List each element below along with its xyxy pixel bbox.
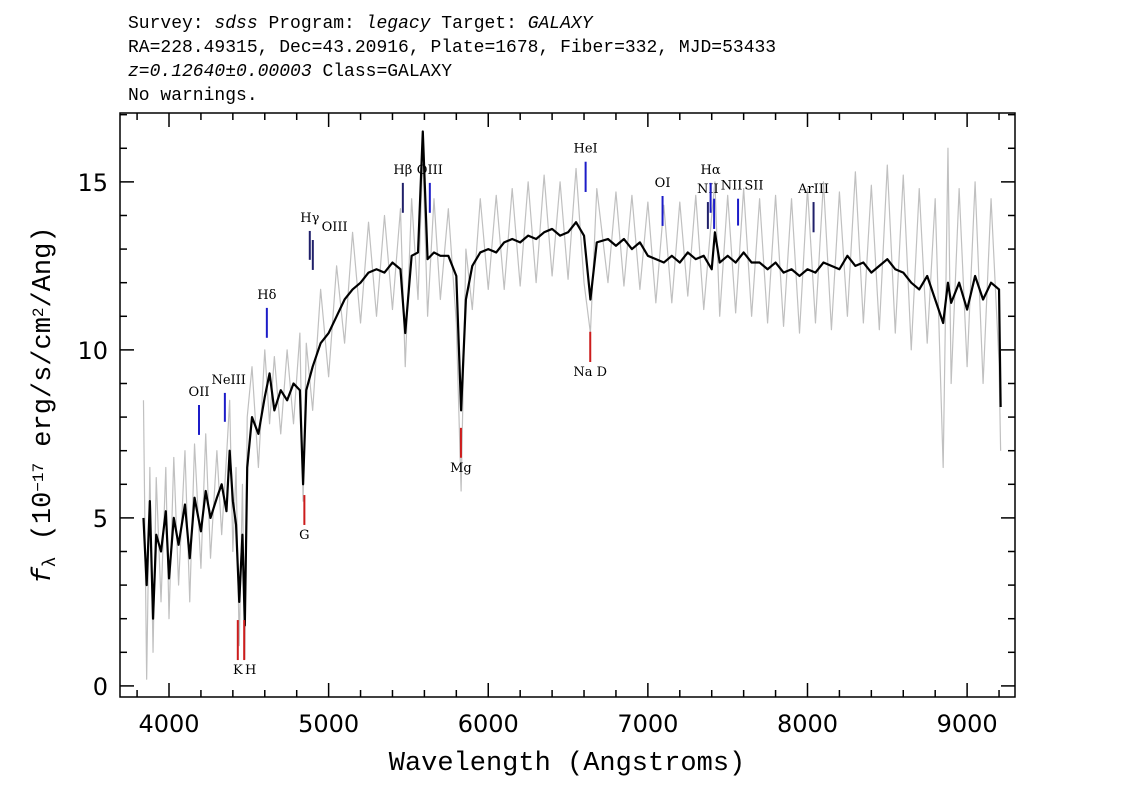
spectral-line-label: G [299, 528, 309, 543]
header-text: Program: [258, 14, 366, 34]
spectral-line-label: K [233, 663, 243, 678]
spectral-line-label: H [245, 663, 256, 678]
plot-frame [119, 112, 1016, 698]
spectral-line-label: Mg [450, 461, 472, 476]
y-axis-label: fλ (10−17 erg/s/cm2/Ang) [29, 226, 61, 583]
header-text: Survey: [128, 14, 214, 34]
x-tick-label: 7000 [617, 710, 678, 738]
spectral-line-label: NeIII [211, 373, 245, 388]
header-text: No warnings. [128, 86, 258, 106]
y-label-part: erg/s/cm [29, 317, 59, 463]
header-text: sdss [214, 14, 257, 34]
spectral-line-label: SII [744, 179, 763, 194]
x-axis-label: Wavelength (Angstroms) [389, 749, 745, 779]
spectral-line-label: NII [721, 179, 743, 194]
header-text: Target: [430, 14, 527, 34]
spectral-line-label: NII [697, 182, 719, 197]
x-tick-label: 4000 [138, 710, 199, 738]
spectral-line-label: OII [189, 385, 210, 400]
header-text: legacy [366, 14, 432, 34]
header-line: Survey: sdss Program: legacy Target: GAL… [128, 14, 594, 34]
y-tick-label: 15 [77, 169, 108, 197]
y-label-part: λ [41, 557, 61, 568]
spectral-line-label: Hβ [393, 163, 412, 178]
y-label-part: (10 [29, 492, 59, 557]
y-label-part: −17 [30, 463, 48, 492]
spectral-line-label: OIII [322, 220, 348, 235]
y-label-part: 2 [30, 307, 48, 317]
spectral-line-label: Hγ [300, 211, 319, 226]
x-tick-label: 5000 [298, 710, 359, 738]
spectral-line-label: ArIII [797, 182, 829, 197]
y-label-part: f [29, 567, 59, 584]
header-text: RA=228.49315, Dec=43.20916, Plate=1678, … [128, 38, 776, 58]
x-tick-label: 6000 [458, 710, 519, 738]
spectral-line-label: Na D [573, 365, 607, 380]
header-text: z=0.12640±0.00003 [128, 62, 312, 82]
x-tick-label: 8000 [777, 710, 838, 738]
y-tick-label: 5 [93, 505, 108, 533]
header-line: RA=228.49315, Dec=43.20916, Plate=1678, … [128, 38, 776, 58]
header-line: No warnings. [128, 86, 258, 106]
spectral-line-label: Hδ [257, 288, 276, 303]
header-text: Class=GALAXY [312, 62, 453, 82]
header-text: GALAXY [528, 14, 594, 34]
spectral-line-label: OIII [417, 163, 443, 178]
header-line: z=0.12640±0.00003 Class=GALAXY [128, 62, 452, 82]
y-label-part: /Ang) [29, 226, 59, 307]
header: Survey: sdss Program: legacy Target: GAL… [128, 14, 776, 106]
spectral-line-label: HeI [574, 142, 598, 157]
y-tick-label: 10 [77, 337, 108, 365]
y-tick-label: 0 [93, 673, 108, 701]
x-tick-label: 9000 [937, 710, 998, 738]
spectral-line-label: Hα [701, 163, 721, 178]
spectral-line-label: OI [655, 176, 671, 191]
spectrum-line [142, 130, 1002, 627]
